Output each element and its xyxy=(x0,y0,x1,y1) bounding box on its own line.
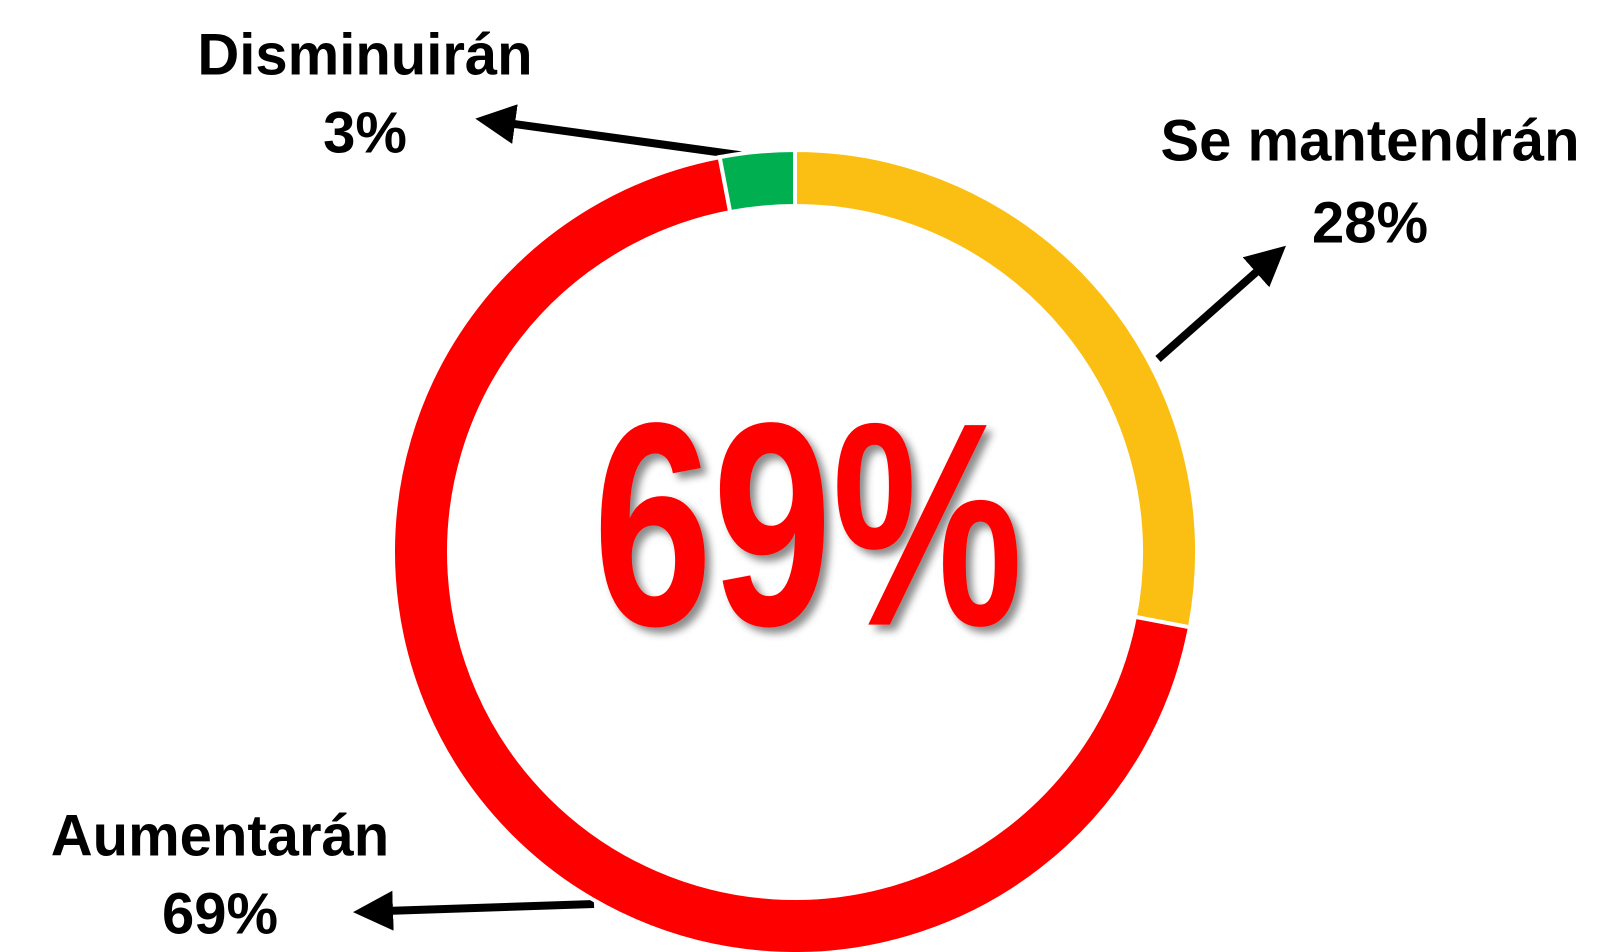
category-label: Aumentarán xyxy=(51,803,389,868)
arrows xyxy=(353,104,1286,931)
arrow xyxy=(475,104,754,161)
value-label: 28% xyxy=(1312,190,1428,255)
donut-segment xyxy=(717,147,797,215)
arrow xyxy=(353,890,595,931)
center-label: 69% xyxy=(593,363,1023,687)
donut-segment xyxy=(391,154,1193,952)
category-label: Disminuirán xyxy=(197,22,532,87)
category-label: Se mantendrán xyxy=(1161,108,1580,173)
arrow xyxy=(1155,245,1286,362)
value-label: 3% xyxy=(323,100,407,165)
value-label: 69% xyxy=(162,881,278,946)
